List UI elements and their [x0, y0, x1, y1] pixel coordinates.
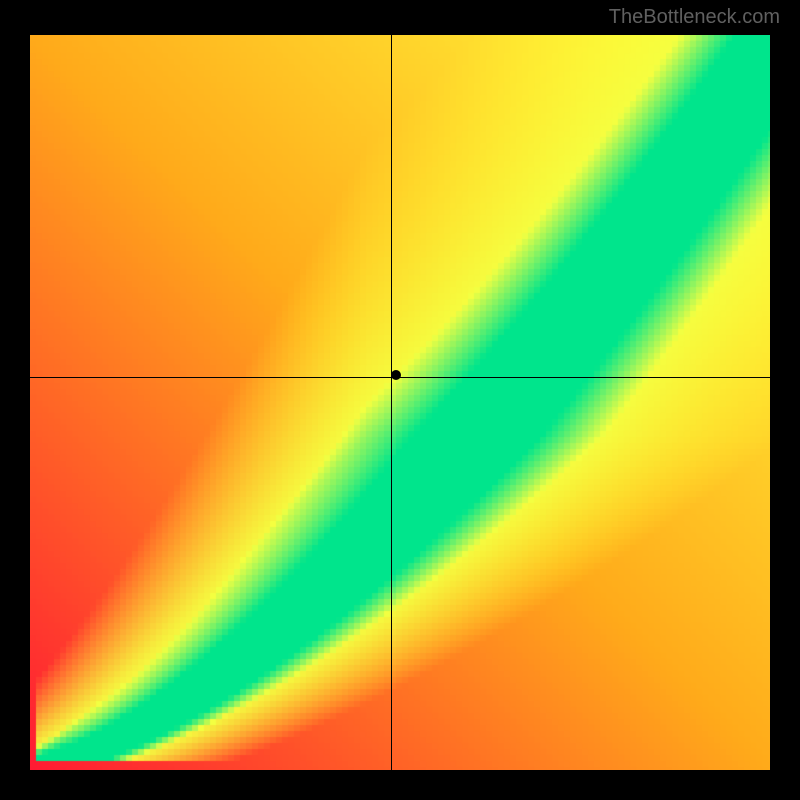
crosshair-horizontal: [30, 377, 770, 378]
crosshair-vertical: [391, 35, 392, 770]
marker-point: [391, 370, 401, 380]
watermark-text: TheBottleneck.com: [609, 6, 780, 29]
heatmap-canvas: [30, 35, 770, 770]
heatmap-plot: [30, 35, 770, 770]
